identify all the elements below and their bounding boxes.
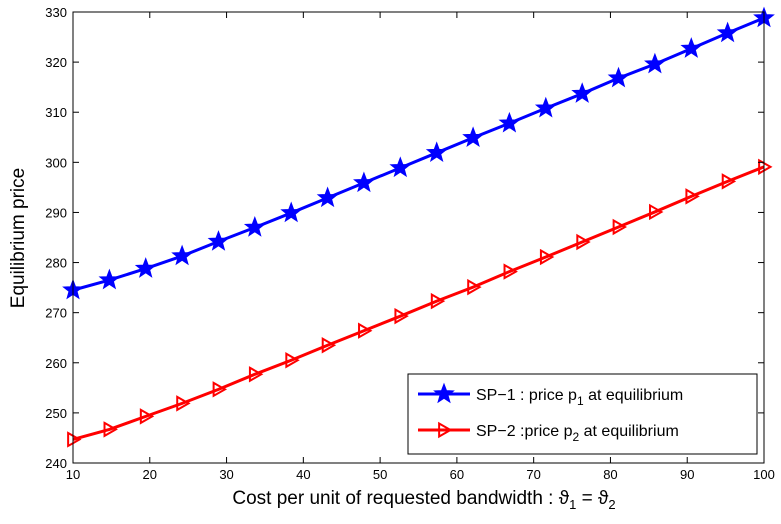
x-tick-label: 90 [680, 467, 694, 482]
legend-label-sp1: SP−1 : price p1 at equilibrium [476, 387, 683, 408]
series-1-point [316, 186, 339, 208]
series-2-point [758, 158, 773, 176]
legend-label-sp2: SP−2 :price p2 at equilibrium [476, 423, 679, 444]
series-1-point [353, 171, 375, 193]
series-2-point [430, 292, 446, 310]
legend-marker-1 [433, 382, 455, 404]
x-tick-label: 40 [296, 467, 310, 482]
y-tick-label: 240 [45, 456, 67, 471]
series-1-point [243, 216, 266, 237]
series-1-point [680, 37, 703, 58]
series-2-point [285, 352, 300, 369]
series-2-point [212, 381, 228, 398]
series-2-point [539, 248, 555, 266]
x-tick-label: 10 [66, 467, 80, 482]
series-2-point [721, 173, 737, 190]
y-tick-label: 260 [45, 356, 67, 371]
series-2-point [503, 263, 518, 280]
series-1-point [389, 156, 412, 178]
y-tick-label: 330 [45, 5, 67, 20]
series-2-point [649, 203, 664, 221]
y-tick-label: 270 [45, 306, 67, 321]
series-1-point [280, 201, 303, 223]
legend-box [407, 373, 758, 455]
series-1-point [534, 96, 557, 118]
x-tick-label: 50 [373, 467, 387, 482]
x-tick-label: 100 [753, 467, 775, 482]
x-tick-label: 70 [526, 467, 540, 482]
series-1-point [498, 111, 521, 133]
series-1-point [716, 21, 739, 43]
legend-marker-triangle-icon [438, 421, 453, 439]
series-1 [62, 6, 775, 300]
series-1-point [425, 141, 448, 163]
series-1-point [134, 257, 157, 278]
series-2-point [394, 307, 409, 325]
x-axis-label: Cost per unit of requested bandwidth : ϑ… [232, 488, 615, 512]
x-tick-label: 20 [143, 467, 157, 482]
series-2-point [467, 278, 482, 296]
series-2-point [321, 337, 337, 354]
series-2-point [358, 322, 373, 339]
y-tick-label: 310 [45, 105, 67, 120]
series-1-point [98, 268, 121, 290]
series-2-point [248, 366, 264, 383]
series-1-point [462, 126, 484, 148]
legend-marker-star-icon [433, 382, 455, 404]
plot-frame [72, 11, 765, 464]
legend-entry-sp1: SP−1 : price p1 at equilibrium [418, 382, 683, 408]
series-layer [62, 6, 775, 448]
series-2-point [685, 188, 700, 205]
series-2 [67, 158, 773, 448]
x-tick-label: 60 [450, 467, 464, 482]
y-tick-label: 290 [45, 205, 67, 220]
y-tick-label: 250 [45, 406, 67, 421]
x-tick-label: 30 [219, 467, 233, 482]
y-tick-label: 280 [45, 256, 67, 271]
y-tick-label: 320 [45, 55, 67, 70]
series-2-point [139, 408, 155, 425]
series-2-point [67, 431, 82, 448]
series-1-point [644, 52, 666, 74]
legend-marker-2 [438, 421, 453, 439]
legend-entry-sp2: SP−2 :price p2 at equilibrium [418, 421, 679, 444]
series-2-line [72, 165, 765, 441]
series-2-point [612, 218, 628, 236]
series-1-point [607, 66, 630, 88]
series-2-point [176, 395, 191, 412]
series-2-point [576, 233, 591, 251]
y-axis-label: Equilibrium price [8, 168, 29, 308]
series-2-point [103, 421, 118, 438]
x-tick-label: 80 [603, 467, 617, 482]
legend: SP−1 : price p1 at equilibrium SP−2 :pri… [407, 373, 758, 455]
series-1-point [171, 244, 193, 266]
y-tick-label: 300 [45, 155, 67, 170]
ticks-layer: 10 20 30 40 50 60 70 80 90 100 240 250 260 270 280 290 3… [45, 5, 775, 482]
series-1-point [571, 82, 594, 103]
series-1-point [207, 230, 230, 251]
